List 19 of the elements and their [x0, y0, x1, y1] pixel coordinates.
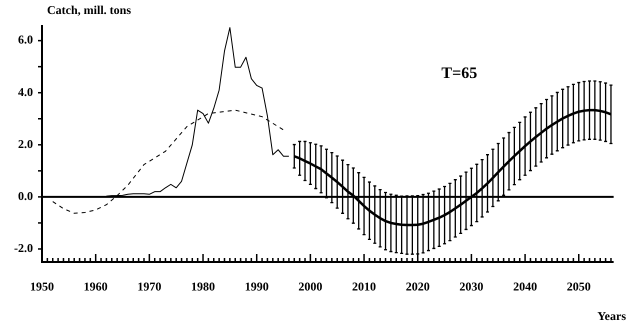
- x-tick-label: 2010: [352, 279, 376, 294]
- y-tick-label: -2.0: [14, 241, 33, 256]
- y-tick-label: 4.0: [18, 84, 33, 99]
- x-tick-label: 2000: [298, 279, 322, 294]
- x-tick-label: 2050: [566, 279, 591, 294]
- x-tick-label: 2030: [459, 279, 484, 294]
- x-tick-label: 2040: [513, 279, 538, 294]
- x-tick-label: 1980: [191, 279, 216, 294]
- y-tick-label: 2.0: [18, 136, 33, 151]
- x-tick-label: 1960: [84, 279, 108, 294]
- y-axis-title: Catch, mill. tons: [47, 3, 132, 17]
- y-tick-label: 6.0: [18, 32, 33, 47]
- y-tick-label: 0.0: [18, 188, 33, 203]
- x-axis-title: Years: [597, 309, 626, 323]
- x-tick-label: 1950: [30, 279, 54, 294]
- x-tick-label: 2020: [406, 279, 430, 294]
- annotation: T=65: [441, 65, 478, 82]
- x-tick-label: 1990: [244, 279, 269, 294]
- x-tick-label: 1970: [137, 279, 162, 294]
